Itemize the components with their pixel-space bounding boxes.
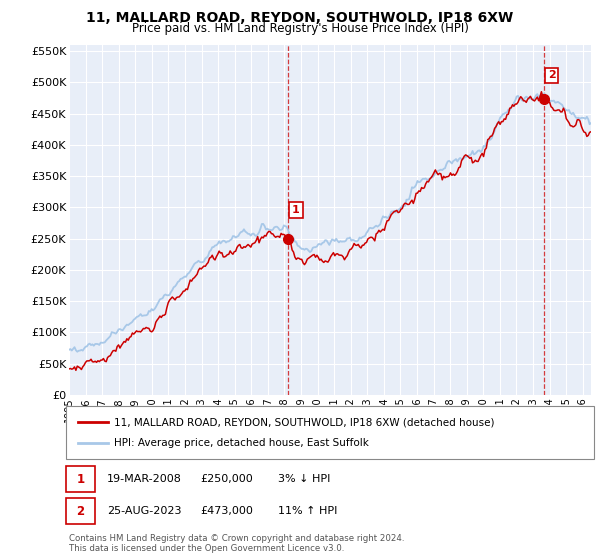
Text: Price paid vs. HM Land Registry's House Price Index (HPI): Price paid vs. HM Land Registry's House … [131,22,469,35]
Text: £250,000: £250,000 [200,474,253,484]
Text: 11% ↑ HPI: 11% ↑ HPI [278,506,337,516]
Text: 25-AUG-2023: 25-AUG-2023 [107,506,181,516]
Text: HPI: Average price, detached house, East Suffolk: HPI: Average price, detached house, East… [114,438,369,448]
Text: 19-MAR-2008: 19-MAR-2008 [107,474,182,484]
Text: 3% ↓ HPI: 3% ↓ HPI [278,474,330,484]
Text: 1: 1 [76,473,85,486]
Text: 2: 2 [76,505,85,518]
Text: 2: 2 [548,71,556,81]
Text: 11, MALLARD ROAD, REYDON, SOUTHWOLD, IP18 6XW (detached house): 11, MALLARD ROAD, REYDON, SOUTHWOLD, IP1… [114,417,494,427]
Text: Contains HM Land Registry data © Crown copyright and database right 2024.
This d: Contains HM Land Registry data © Crown c… [69,534,404,553]
Text: £473,000: £473,000 [200,506,253,516]
Text: 1: 1 [292,205,300,215]
Text: 11, MALLARD ROAD, REYDON, SOUTHWOLD, IP18 6XW: 11, MALLARD ROAD, REYDON, SOUTHWOLD, IP1… [86,11,514,25]
